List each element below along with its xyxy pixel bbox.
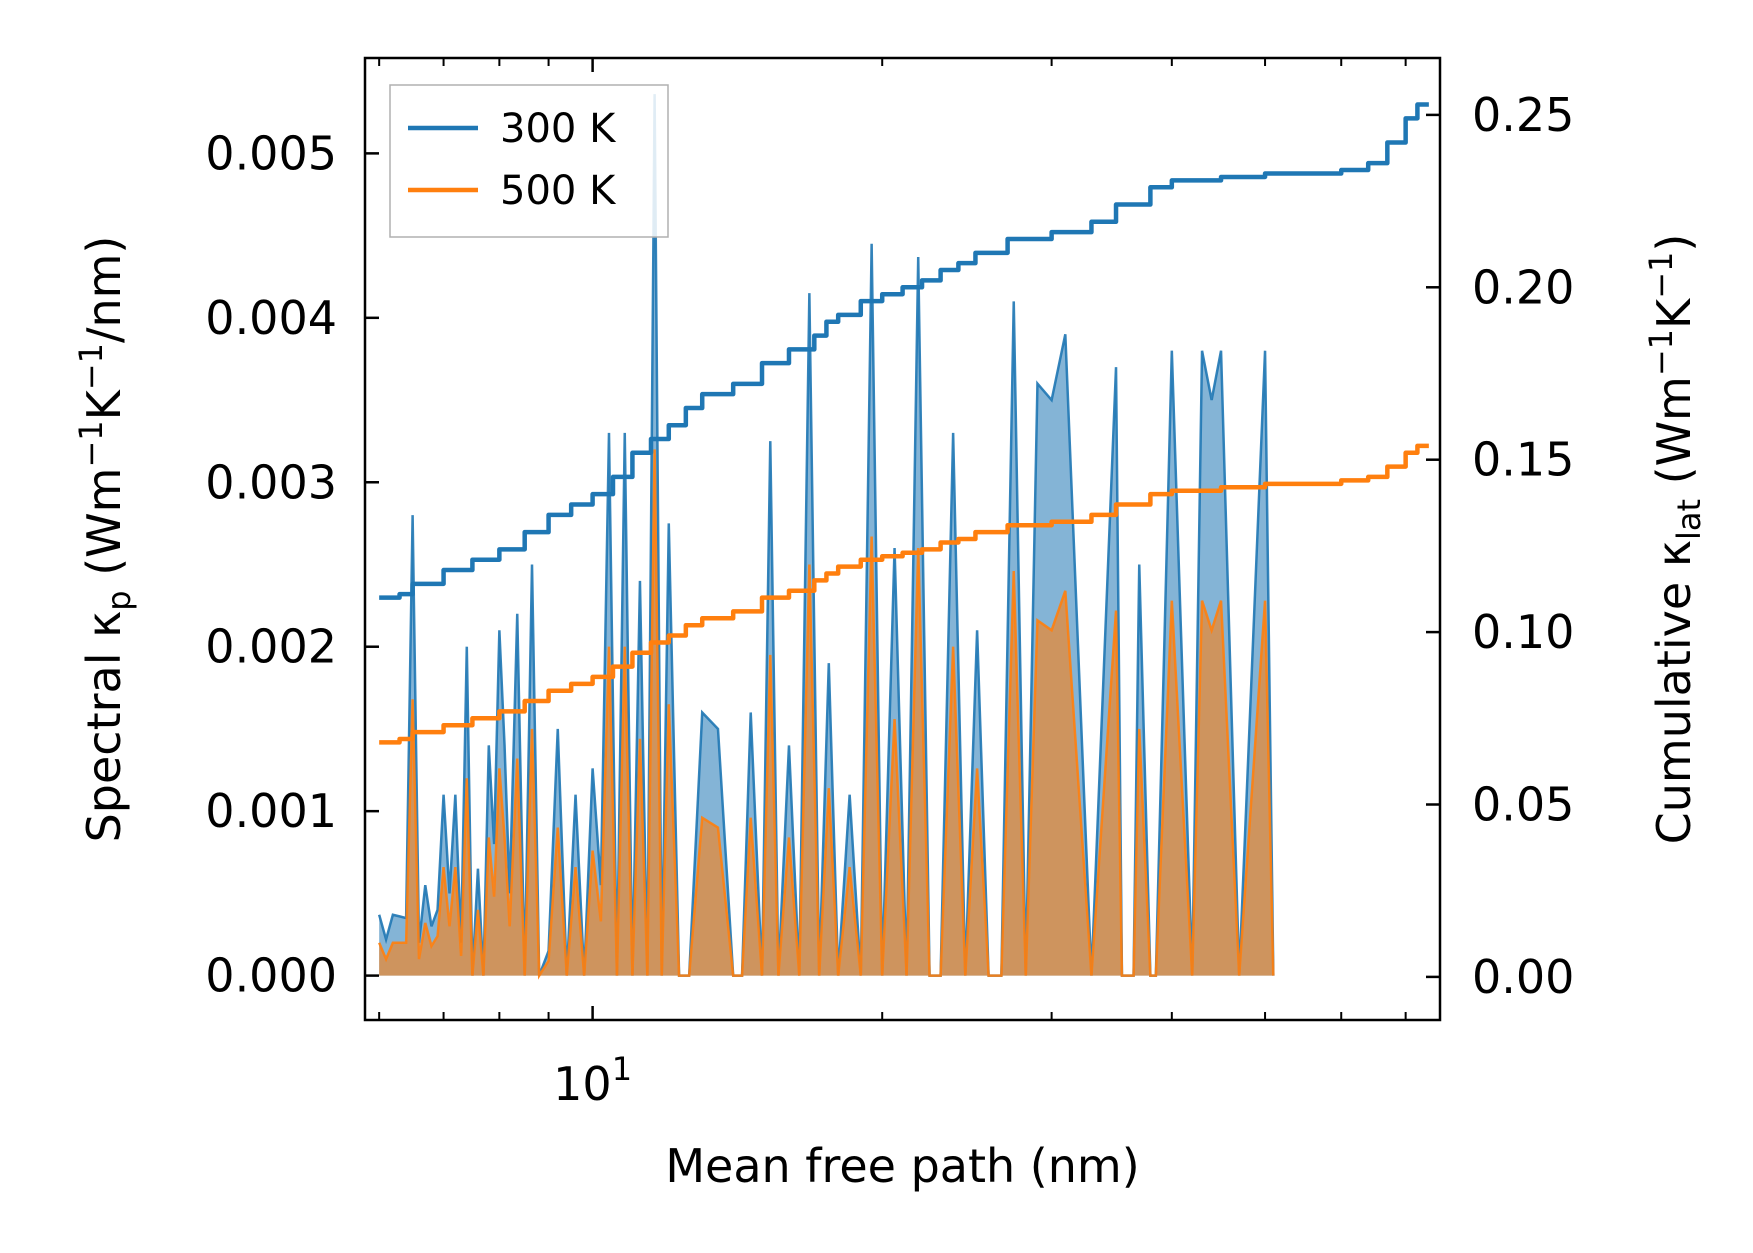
spectral-fill-500k — [379, 449, 1274, 976]
right-y-tick-label: 0.05 — [1472, 777, 1574, 831]
right-y-tick-label: 0.15 — [1472, 433, 1574, 487]
cumulative-line-500k — [379, 443, 1429, 745]
right-y-tick-label: 0.20 — [1472, 260, 1574, 314]
left-y-tick-label: 0.004 — [205, 291, 337, 345]
axis-tick-labels: 101 0.000 0.001 0.002 0.003 0.004 0.005 0.00 0.0… — [205, 88, 1574, 1111]
left-y-label-kappa: κ — [77, 611, 131, 638]
right-y-tick-label: 0.00 — [1472, 950, 1574, 1004]
legend-label-300k: 300 K — [500, 106, 617, 152]
left-y-tick-label: 0.001 — [205, 784, 337, 838]
left-y-label-end: /nm) — [77, 236, 131, 343]
right-y-tick-label: 0.25 — [1472, 88, 1574, 142]
right-y-label-exp1: −1 — [1642, 329, 1680, 376]
right-y-label-sub: lat — [1670, 499, 1708, 540]
left-y-axis-label: Spectral κp (Wm−1K−1/nm) — [72, 236, 138, 843]
legend-label-500k: 500 K — [500, 168, 617, 214]
left-y-tick-label: 0.003 — [205, 455, 337, 509]
left-y-label-exp1: −1 — [72, 420, 110, 467]
x-tick-label-base: 10 — [553, 1057, 612, 1111]
left-y-label-exp2: −1 — [72, 343, 110, 390]
left-y-tick-label: 0.000 — [205, 949, 337, 1003]
right-y-tick-label: 0.10 — [1472, 605, 1574, 659]
right-y-axis-label: Cumulative κlat (Wm−1K−1) — [1642, 234, 1708, 845]
legend-box — [389, 84, 669, 238]
right-y-label-units: (Wm — [1647, 376, 1701, 499]
right-y-label-end: ) — [1647, 234, 1701, 252]
x-tick-label: 101 — [553, 1050, 632, 1111]
spectral-fills — [377, 94, 1275, 980]
left-y-tick-label: 0.002 — [205, 620, 337, 674]
right-y-label-main: Cumulative — [1647, 567, 1701, 844]
left-y-label-main: Spectral — [77, 638, 131, 843]
right-y-label-exp2: −1 — [1642, 252, 1680, 299]
left-y-tick-label: 0.005 — [205, 126, 337, 180]
legend: 300 K 500 K — [389, 84, 669, 238]
right-y-label-mid: K — [1647, 297, 1701, 329]
axis-ticks — [365, 58, 1440, 1020]
cumulative-line-300k — [379, 102, 1429, 600]
left-y-label-mid: K — [77, 388, 131, 420]
x-axis-label: Mean free path (nm) — [665, 1139, 1139, 1193]
series-lines — [379, 102, 1429, 745]
left-y-label-sub: p — [100, 590, 138, 610]
left-y-label-units: (Wm — [77, 468, 131, 591]
x-tick-label-exponent: 1 — [612, 1050, 632, 1088]
plot-frame — [363, 56, 1442, 1022]
spectral-line-500k — [378, 449, 1275, 980]
right-y-label-kappa: κ — [1647, 540, 1701, 567]
